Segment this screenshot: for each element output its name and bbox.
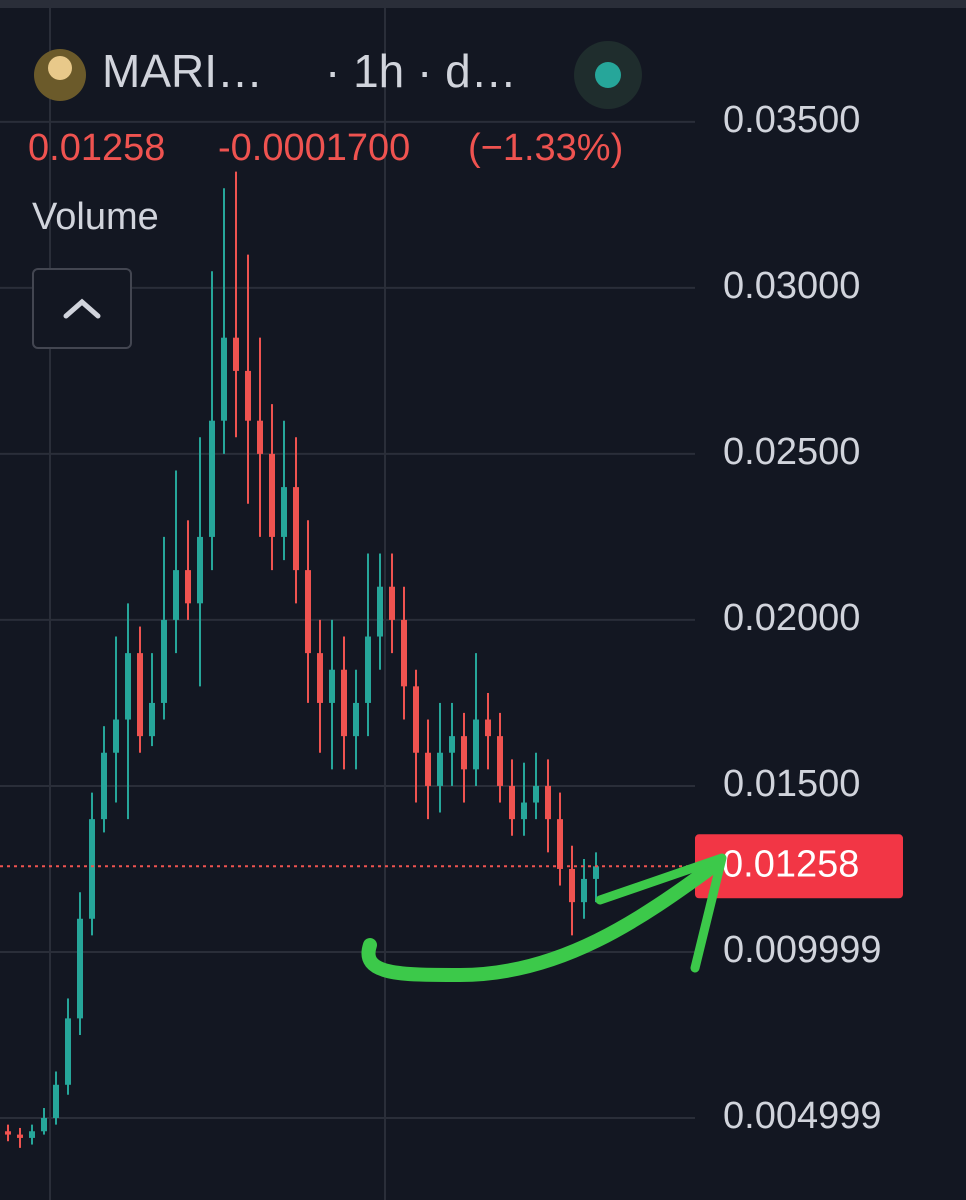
- change: -0.0001700: [218, 127, 410, 169]
- candle-body: [557, 819, 563, 869]
- top-strip: [0, 0, 966, 8]
- collapse-button[interactable]: [32, 268, 132, 349]
- y-tick-label: 0.03500: [723, 99, 860, 141]
- candle-body: [569, 868, 575, 903]
- candle-body: [425, 752, 431, 786]
- candle-body: [389, 586, 395, 620]
- candle-body: [521, 802, 527, 820]
- candle-body: [269, 453, 275, 537]
- candle-body: [137, 653, 143, 737]
- candle-body: [173, 570, 179, 620]
- candle-body: [257, 420, 263, 454]
- candle-body: [485, 719, 491, 737]
- candle-body: [149, 702, 155, 737]
- candle-body: [221, 337, 227, 421]
- candle-body: [449, 736, 455, 753]
- candle-body: [89, 819, 95, 919]
- annotation-arrow: [361, 858, 722, 983]
- candle-body: [353, 702, 359, 737]
- candle-body: [293, 487, 299, 571]
- y-tick-label: 0.004999: [723, 1095, 882, 1137]
- candle-body: [197, 536, 203, 604]
- change-percent: (−1.33%): [468, 127, 623, 169]
- y-tick-label: 0.02000: [723, 597, 860, 639]
- candle-body: [53, 1084, 59, 1118]
- chevron-icon: [63, 298, 101, 319]
- candle-body: [365, 636, 371, 703]
- annotation-arrowhead: [595, 853, 727, 973]
- candle-body: [305, 570, 311, 654]
- candle-body: [545, 785, 551, 820]
- y-tick-label: 0.01500: [723, 763, 860, 805]
- candle-body: [233, 337, 239, 371]
- candle-body: [17, 1134, 23, 1138]
- candle-body: [317, 653, 323, 703]
- candle-body: [461, 736, 467, 770]
- candle-body: [593, 866, 599, 879]
- candle-body: [185, 570, 191, 604]
- candle-body: [125, 653, 131, 720]
- y-tick-label: 0.009999: [723, 929, 882, 971]
- candle-body: [533, 785, 539, 803]
- candle-body: [281, 487, 287, 537]
- candle-body: [209, 420, 215, 537]
- candle-body: [581, 878, 587, 903]
- candle-body: [497, 736, 503, 786]
- candle-body: [401, 619, 407, 687]
- last-price-tag: [695, 834, 903, 899]
- price: 0.01258: [28, 127, 165, 169]
- candle-body: [65, 1018, 71, 1085]
- indicator: Volume: [32, 196, 159, 238]
- candle-body: [77, 918, 83, 1019]
- candle-body: [413, 686, 419, 753]
- candle-body: [113, 719, 119, 753]
- candle-body: [437, 752, 443, 786]
- candle-body: [473, 719, 479, 770]
- last-price-label: 0.01258: [722, 843, 859, 885]
- candle-body: [41, 1117, 47, 1132]
- candle-body: [341, 669, 347, 737]
- candle-body: [161, 619, 167, 703]
- candle-body: [245, 370, 251, 421]
- symbol-icon-face: [48, 56, 72, 80]
- symbol[interactable]: MARI…: [102, 45, 263, 97]
- status-dot: [595, 62, 621, 88]
- candle-body: [329, 669, 335, 703]
- candle-body: [509, 785, 515, 820]
- interval[interactable]: · 1h · d…: [325, 45, 517, 97]
- candle-body: [101, 752, 107, 820]
- y-tick-label: 0.03000: [723, 265, 860, 307]
- candle-body: [377, 586, 383, 637]
- y-tick-label: 0.02500: [723, 431, 860, 473]
- candle-body: [29, 1131, 35, 1138]
- candle-body: [5, 1131, 11, 1135]
